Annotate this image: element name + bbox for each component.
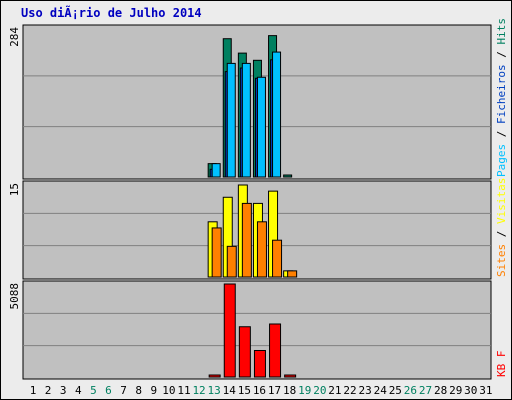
x-tick-label-3: 3 [60, 384, 67, 397]
bar-pages-files-hits-pages-day-15 [241, 62, 251, 178]
legend-pages-files-hits: Pages / Ficheiros / Hits [495, 18, 508, 177]
legend-kbytes-0: KB F [495, 351, 508, 378]
bar-kbytes-kb-f-day-14 [223, 283, 236, 378]
legend-pages-files-hits-0: Pages [495, 144, 508, 177]
legend-kbytes: KB F [495, 351, 508, 378]
bar-sites-visits-sites-day-18 [287, 270, 298, 278]
x-tick-label-28: 28 [434, 384, 447, 397]
bar-pages-files-hits-pages-day-13 [211, 163, 221, 178]
legend-sep-sites-visits-0: / [495, 224, 508, 244]
legend-sep-pages-files-hits-0: / [495, 124, 508, 144]
x-tick-label-1: 1 [30, 384, 37, 397]
x-tick-label-30: 30 [464, 384, 477, 397]
bar-sites-visits-sites-day-13 [211, 227, 222, 278]
x-tick-label-23: 23 [359, 384, 372, 397]
x-tick-label-14: 14 [223, 384, 237, 397]
x-tick-label-22: 22 [343, 384, 356, 397]
x-tick-label-16: 16 [253, 384, 266, 397]
legend-sites-visits-1: Visitas [495, 178, 508, 224]
bar-pages-files-hits-hits-day-18 [283, 174, 293, 178]
x-tick-label-4: 4 [75, 384, 82, 397]
x-tick-label-24: 24 [374, 384, 388, 397]
bar-pages-files-hits-pages-day-16 [256, 76, 266, 178]
y-max-label-sites-visits: 15 [8, 183, 21, 196]
legend-sites-visits: Sites / Visitas [495, 178, 508, 277]
bar-sites-visits-sites-day-16 [256, 221, 267, 278]
x-tick-label-18: 18 [283, 384, 296, 397]
legend-pages-files-hits-1: Ficheiros [495, 64, 508, 124]
legend-sites-visits-0: Sites [495, 244, 508, 277]
bar-pages-files-hits-pages-day-17 [272, 51, 282, 178]
x-tick-label-17: 17 [268, 384, 281, 397]
bar-sites-visits-sites-day-14 [226, 245, 237, 278]
bar-kbytes-kb-f-day-18 [284, 374, 297, 378]
x-tick-label-15: 15 [238, 384, 251, 397]
x-tick-label-7: 7 [120, 384, 127, 397]
bar-kbytes-kb-f-day-15 [238, 326, 251, 378]
x-tick-label-13: 13 [208, 384, 221, 397]
x-tick-label-26: 26 [404, 384, 417, 397]
x-tick-label-6: 6 [105, 384, 112, 397]
x-tick-label-25: 25 [389, 384, 402, 397]
x-tick-label-8: 8 [135, 384, 142, 397]
bar-kbytes-kb-f-day-16 [253, 349, 266, 378]
bar-kbytes-kb-f-day-17 [269, 323, 282, 378]
x-tick-label-9: 9 [150, 384, 157, 397]
x-tick-label-29: 29 [449, 384, 462, 397]
bar-pages-files-hits-pages-day-14 [226, 62, 236, 178]
x-tick-label-31: 31 [479, 384, 492, 397]
bar-kbytes-kb-f-day-13 [208, 374, 221, 378]
legend-pages-files-hits-2: Hits [495, 18, 508, 45]
x-tick-label-20: 20 [313, 384, 326, 397]
legend-sep-pages-files-hits-1: / [495, 45, 508, 65]
x-tick-label-27: 27 [419, 384, 432, 397]
y-max-label-kbytes: 5088 [8, 283, 21, 310]
x-tick-label-2: 2 [45, 384, 52, 397]
x-tick-label-12: 12 [192, 384, 205, 397]
chart-title: Uso diÃ¡rio de Julho 2014 [21, 6, 202, 20]
x-tick-label-5: 5 [90, 384, 97, 397]
bar-sites-visits-sites-day-17 [272, 239, 283, 278]
y-max-label-pages-files-hits: 284 [8, 27, 21, 47]
x-tick-label-11: 11 [177, 384, 190, 397]
x-tick-label-19: 19 [298, 384, 311, 397]
bar-sites-visits-sites-day-15 [241, 202, 252, 278]
x-tick-label-10: 10 [162, 384, 175, 397]
x-tick-label-21: 21 [328, 384, 341, 397]
